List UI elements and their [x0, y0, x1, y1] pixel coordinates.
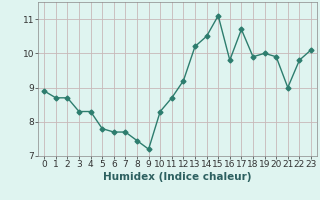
X-axis label: Humidex (Indice chaleur): Humidex (Indice chaleur)	[103, 172, 252, 182]
